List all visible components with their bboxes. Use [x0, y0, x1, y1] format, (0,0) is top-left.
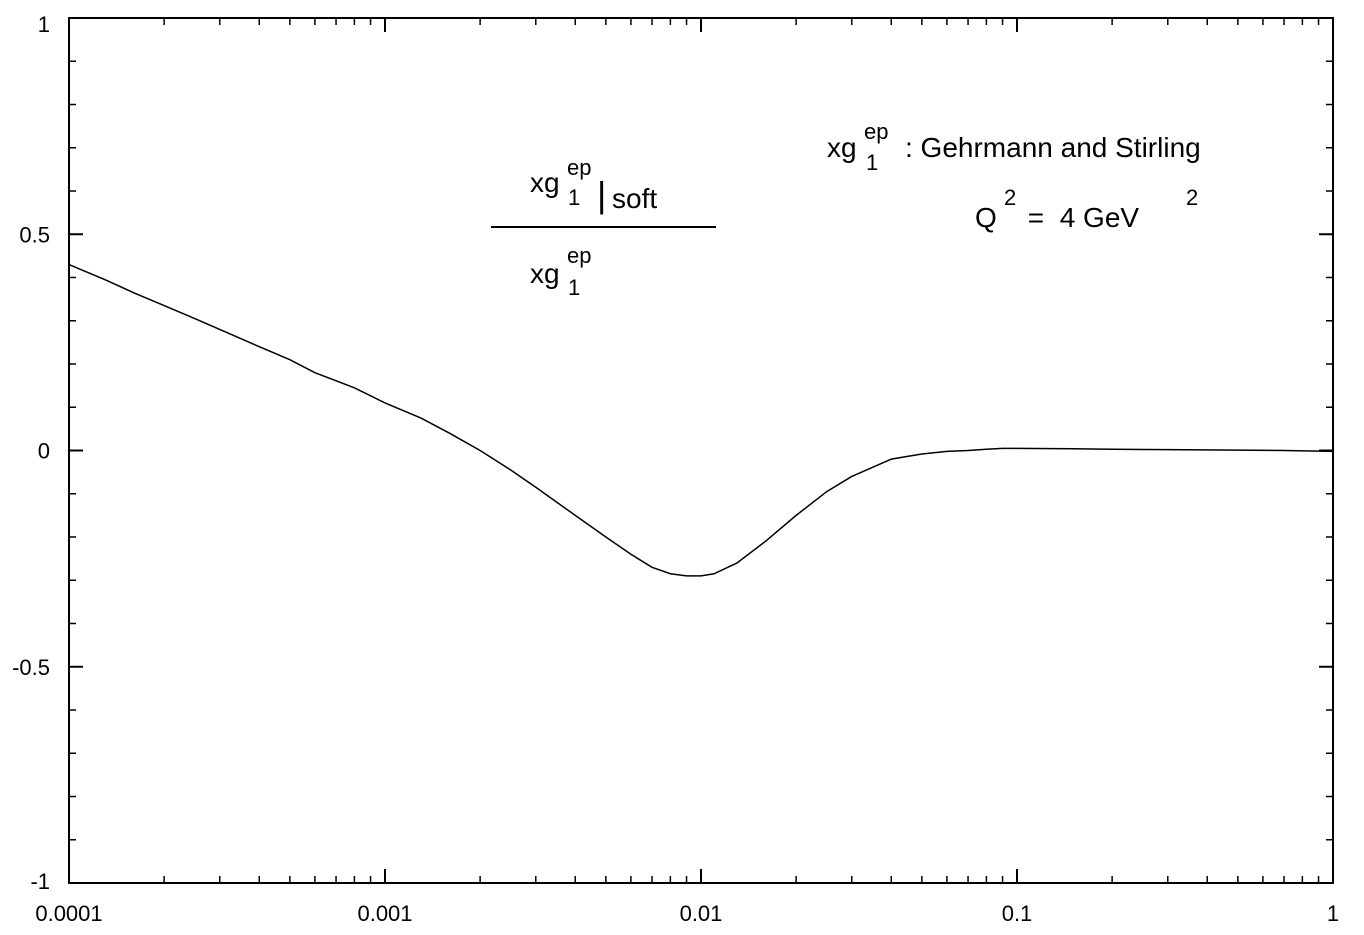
- y-tick-labels: 1 0.5 0 -0.5 -1: [12, 12, 50, 894]
- minor-ticks: [69, 18, 1333, 883]
- x-tick-label: 1: [1327, 901, 1339, 926]
- x-tick-label: 0.0001: [35, 901, 102, 926]
- y-tick-label: 1: [38, 12, 50, 37]
- q2-main: Q: [975, 202, 997, 233]
- source-main: xg: [827, 132, 857, 163]
- y-tick-label: -0.5: [12, 655, 50, 680]
- ratio-denominator-main: xg: [530, 258, 560, 289]
- source-sub: 1: [866, 150, 878, 175]
- ratio-numerator-sup: ep: [567, 155, 591, 180]
- source-text: : Gehrmann and Stirling: [905, 132, 1201, 163]
- major-ticks: [68, 17, 1334, 884]
- q2-unit-sup: 2: [1186, 185, 1198, 210]
- source-sup: ep: [864, 119, 888, 144]
- x-tick-labels: 0.0001 0.001 0.01 0.1 1: [35, 901, 1339, 926]
- x-tick-label: 0.1: [1002, 901, 1033, 926]
- ratio-numerator-soft: soft: [612, 183, 657, 214]
- ratio-denominator-sub: 1: [568, 275, 580, 300]
- ratio-numerator-bar: |: [597, 174, 606, 215]
- x-tick-label: 0.01: [680, 901, 723, 926]
- ratio-numerator-sub: 1: [568, 185, 580, 210]
- q2-mid: = 4 GeV: [1020, 202, 1139, 233]
- source-annotation: xg ep 1 : Gehrmann and Stirling: [827, 119, 1201, 175]
- q2-annotation: Q 2 = 4 GeV 2: [975, 185, 1198, 233]
- x-tick-label: 0.001: [357, 901, 412, 926]
- ratio-annotation: xg ep 1 | soft xg ep 1: [491, 155, 716, 300]
- ratio-numerator-main: xg: [530, 167, 560, 198]
- y-tick-label: 0.5: [19, 222, 50, 247]
- series-line: [68, 263, 1334, 577]
- ratio-denominator-sup: ep: [567, 243, 591, 268]
- y-tick-label: 0: [38, 439, 50, 464]
- q2-sup: 2: [1004, 185, 1016, 210]
- y-tick-label: -1: [30, 869, 50, 894]
